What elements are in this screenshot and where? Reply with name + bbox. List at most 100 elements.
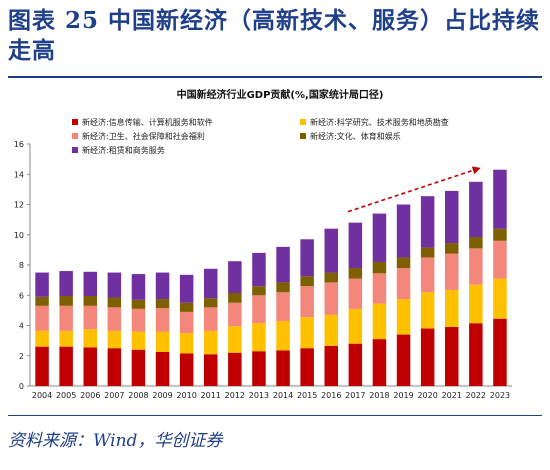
y-tick-label: 4	[19, 322, 24, 331]
bar-segment	[493, 169, 507, 229]
y-tick-label: 8	[19, 261, 24, 270]
bar-segment	[83, 305, 97, 330]
bar-segment	[107, 297, 122, 308]
bar-segment	[179, 274, 194, 303]
bar-segment	[493, 318, 507, 386]
bar-segment	[276, 282, 290, 293]
figure-title: 图表 25 中国新经济（高新技术、服务）占比持续走高	[8, 7, 541, 64]
chart-title: 中国新经济行业GDP贡献(%,国家统计局口径)	[177, 88, 384, 101]
bar-segment	[252, 323, 266, 352]
bar-segment	[445, 253, 459, 290]
bar-segment	[131, 274, 146, 300]
bar-segment	[493, 240, 507, 279]
bar-segment	[469, 237, 483, 249]
x-tick-label: 2009	[152, 391, 172, 400]
bar-segment	[420, 328, 435, 386]
y-tick-label: 16	[14, 140, 24, 149]
x-tick-label: 2012	[225, 391, 245, 400]
bar-segment	[276, 350, 290, 386]
bar-segment	[204, 268, 218, 299]
bar-segment	[59, 305, 73, 331]
trend-arrow-head	[471, 166, 481, 175]
x-tick-label: 2004	[32, 391, 52, 400]
x-tick-label: 2011	[201, 391, 221, 400]
bar-segment	[204, 330, 218, 355]
bar-segment	[252, 295, 266, 324]
bar-segment	[179, 311, 194, 334]
x-tick-label: 2010	[176, 391, 196, 400]
bar-segment	[276, 246, 290, 283]
bar-segment	[107, 330, 122, 349]
bar-segment	[300, 317, 314, 349]
bar-segment	[228, 292, 242, 303]
y-tick-label: 2	[19, 352, 24, 361]
bar-segment	[228, 326, 242, 353]
bar-segment	[324, 345, 338, 386]
bar-segment	[324, 282, 338, 315]
trend-annotation	[347, 166, 481, 213]
y-tick-label: 6	[19, 291, 24, 300]
y-tick-label: 10	[14, 231, 24, 240]
bar-segment	[348, 222, 363, 269]
bar-segment	[155, 299, 170, 309]
x-tick-label: 2021	[442, 391, 462, 400]
x-axis: 2004 2005 2006 2007 2008 2009 2010 2011 2012 2013…	[32, 391, 510, 400]
bar-segment	[107, 307, 122, 331]
bar-segment	[396, 257, 411, 269]
bar-stack-group	[35, 169, 507, 386]
stacked-bar-chart: 中国新经济行业GDP贡献(%,国家统计局口径) 新经济:信息传输、计算机服务和软…	[14, 88, 512, 400]
bar-segment	[204, 307, 218, 331]
bar-segment	[469, 323, 483, 386]
bar-segment	[276, 320, 290, 351]
bar-segment	[324, 314, 338, 346]
title-rule	[8, 76, 542, 78]
x-tick-label: 2014	[273, 391, 293, 400]
bar-segment	[445, 243, 459, 254]
legend-label: 新经济:信息传输、计算机服务和软件	[82, 117, 213, 127]
bar-segment	[324, 228, 338, 273]
bar-segment	[107, 348, 122, 386]
x-tick-label: 2019	[393, 391, 413, 400]
bar-segment	[83, 271, 97, 297]
bar-segment	[252, 286, 266, 296]
bar-segment	[107, 272, 122, 298]
bar-segment	[469, 248, 483, 285]
bar-segment	[35, 346, 49, 386]
bar-segment	[396, 299, 411, 335]
bar-segment	[35, 305, 49, 331]
bar-segment	[420, 257, 435, 293]
bar-segment	[396, 204, 411, 258]
bar-segment	[300, 239, 314, 277]
bar-segment	[372, 261, 387, 274]
bar-segment	[179, 302, 194, 312]
x-tick-label: 2006	[80, 391, 100, 400]
x-tick-label: 2018	[369, 391, 389, 400]
bar-segment	[59, 271, 73, 297]
legend-label: 新经济:卫生、社会保障和社会福利	[82, 131, 205, 141]
bar-segment	[300, 348, 314, 386]
bar-segment	[252, 252, 266, 287]
y-tick-label: 12	[14, 201, 24, 210]
bar-segment	[59, 330, 73, 347]
bar-segment	[396, 334, 411, 386]
x-tick-label: 2005	[56, 391, 76, 400]
bar-segment	[348, 268, 363, 279]
bar-segment	[131, 299, 146, 309]
bar-segment	[445, 190, 459, 244]
x-tick-label: 2008	[128, 391, 148, 400]
bar-segment	[155, 308, 170, 332]
x-tick-label: 2007	[104, 391, 124, 400]
bar-segment	[204, 354, 218, 386]
bar-segment	[300, 286, 314, 318]
bar-segment	[59, 296, 73, 306]
bar-segment	[83, 347, 97, 386]
bar-segment	[155, 331, 170, 352]
bar-segment	[228, 261, 242, 293]
legend-swatch	[72, 133, 78, 139]
bar-segment	[252, 351, 266, 386]
bar-segment	[131, 308, 146, 332]
bar-segment	[420, 292, 435, 329]
bar-segment	[155, 351, 170, 386]
x-tick-label: 2022	[466, 391, 486, 400]
bar-segment	[348, 343, 363, 386]
